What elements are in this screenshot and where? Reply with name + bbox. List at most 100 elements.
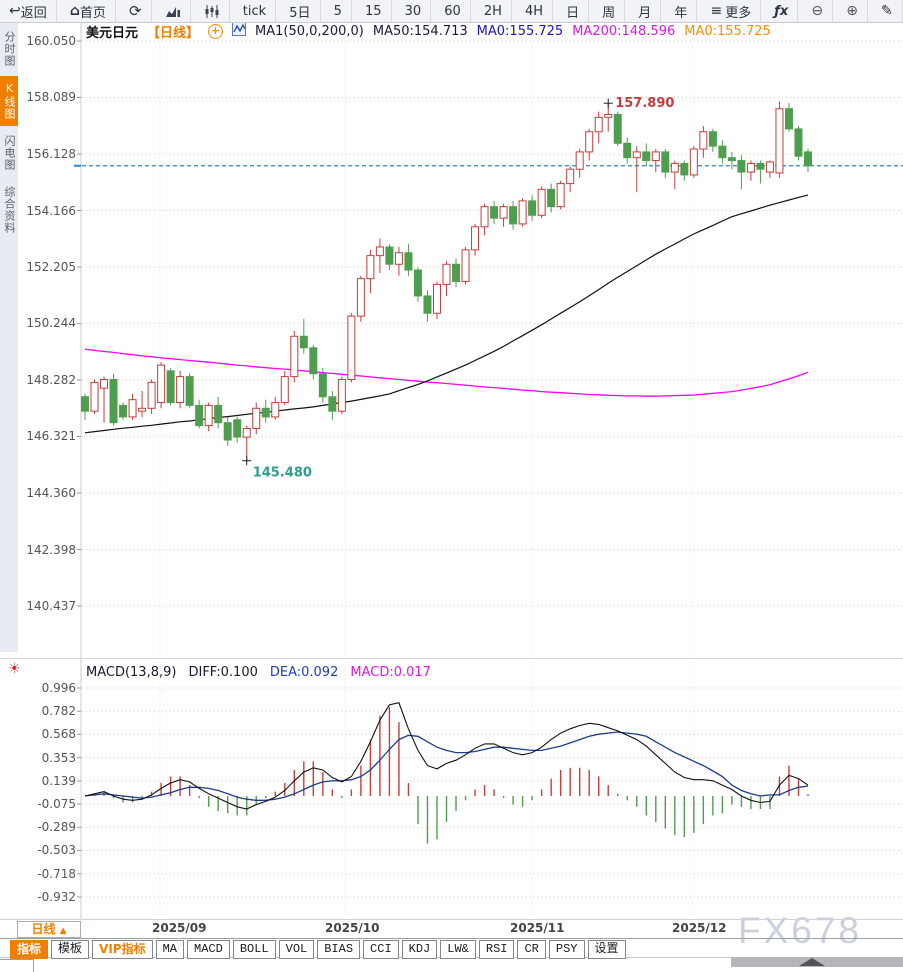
toolbar-fx-button[interactable]: ƒx [765, 0, 799, 22]
toolbar-m60-button[interactable]: 60 [435, 0, 471, 22]
dea-value: DEA:0.092 [269, 664, 339, 680]
ma0-blue-value: MA0:155.725 [476, 23, 564, 39]
indicator-tab-LW&[interactable]: LW& [440, 940, 476, 959]
toolbar-home-label: 首页 [79, 5, 106, 21]
value-axis-label: 0.353 [41, 750, 76, 765]
toolbar-tick-button[interactable]: tick [234, 0, 277, 22]
indicator-tab-MA[interactable]: MA [155, 940, 184, 959]
toolbar-month-button[interactable]: 月 [629, 0, 662, 22]
toolbar-year-button[interactable]: 年 [665, 0, 698, 22]
sidebar-item-2[interactable]: K线图 [0, 76, 18, 126]
toolbar-candlestick-button[interactable] [195, 0, 230, 22]
toolbar-zoom-in-button[interactable]: ⊕ [837, 0, 868, 22]
value-axis-label: 146.321 [26, 429, 76, 444]
toolbar-day-label: 日 [566, 5, 580, 21]
value-axis-label: 148.282 [26, 373, 76, 387]
ma200-value: MA200:148.596 [572, 23, 676, 39]
symbol-name: 美元日元 [86, 25, 139, 41]
macd-legend: MACD(13,8,9) DIFF:0.100 DEA:0.092 MACD:0… [86, 664, 431, 680]
value-axis-label: 158.089 [26, 90, 76, 105]
toolbar-day-button[interactable]: 日 [557, 0, 590, 22]
macd-value: MACD:0.017 [350, 664, 431, 680]
indicator-tab-设置[interactable]: 设置 [587, 940, 626, 959]
indicator-tab-PSY[interactable]: PSY [548, 940, 585, 959]
time-axis-label: 2025/12 [672, 921, 727, 935]
indicator-tab-MACD[interactable]: MACD [187, 940, 230, 959]
toolbar-h4-button[interactable]: 4H [516, 0, 553, 22]
time-axis-label: 2025/09 [152, 921, 207, 935]
zoom-in-icon: ⊕ [846, 3, 858, 19]
toolbar-m30-label: 30 [404, 3, 422, 19]
toolbar-m5-button[interactable]: 5 [325, 0, 352, 22]
ma50-value: MA50:154.713 [372, 23, 468, 39]
sidebar-item-4[interactable]: 综合资料 [3, 186, 16, 234]
indicator-tabs: 指标 模板 VIP指标 MA MACD BOLL VOL BIAS CCI KDJ LW& RSI CR… [10, 940, 626, 959]
chevron-up-icon: ▲ [59, 926, 67, 936]
value-axis-label: 150.244 [26, 316, 76, 331]
toolbar-year-label: 年 [674, 5, 688, 21]
macd-params-label: MACD(13,8,9) [86, 664, 177, 680]
toolbar-zoom-out-button[interactable]: ⊖ [802, 0, 834, 22]
macd-panel-settings-icon[interactable]: ☀ [8, 661, 21, 677]
toolbar-more-label: 更多 [725, 5, 752, 21]
indicator-preview-icon[interactable] [232, 22, 247, 40]
toolbar-m60-label: 60 [444, 3, 461, 19]
toolbar-h2-button[interactable]: 2H [475, 0, 512, 22]
sidebar-item-3[interactable]: 闪电图 [3, 135, 16, 171]
macd-histogram-group [93, 707, 809, 844]
toolbar-m15-button[interactable]: 15 [356, 0, 392, 22]
value-axis-label: -0.289 [37, 820, 76, 835]
pencil-icon: ✎ [881, 3, 893, 19]
svg-text:145.480: 145.480 [253, 466, 312, 481]
toolbar-5d-button[interactable]: 5日 [280, 0, 321, 22]
value-axis-label: 152.205 [26, 259, 76, 274]
indicator-tab-模板[interactable]: 模板 [51, 940, 90, 959]
period-selector-label: 日线 [31, 922, 56, 936]
toolbar-back-button[interactable]: ↩ 返回 [0, 0, 57, 22]
menu-icon: ≡ [710, 3, 723, 19]
toolbar-m30-button[interactable]: 30 [396, 0, 432, 22]
back-arrow-icon: ↩ [9, 3, 21, 19]
indicator-tab-CR[interactable]: CR [517, 940, 546, 959]
chart-type-sidebar: 分时图 K线图闪电图综合资料 [0, 22, 18, 652]
toolbar-more-button[interactable]: ≡ 更多 [701, 0, 762, 22]
top-toolbar: ↩ 返回 ⌂ 首页 ⟳ tick 5日 5 15 30 60 2H 4H 日周月年 ≡ 更多 ƒx ⊖ ⊕ ✎ [0, 0, 903, 23]
panel-expand-handle[interactable] [731, 957, 903, 967]
area-chart-icon [165, 6, 180, 17]
refresh-icon: ⟳ [128, 1, 142, 20]
toolbar-week-button[interactable]: 周 [593, 0, 626, 22]
value-axis-label: 142.398 [26, 542, 76, 557]
toolbar-m15-label: 15 [364, 3, 382, 19]
value-axis-label: 154.166 [26, 203, 76, 218]
indicator-tab-BIAS[interactable]: BIAS [317, 940, 361, 959]
toolbar-back-label: 返回 [20, 5, 47, 21]
value-axis-label: 0.782 [41, 704, 76, 719]
time-axis-label: 2025/11 [510, 921, 565, 935]
toolbar-home-button[interactable]: ⌂ 首页 [61, 0, 116, 22]
indicator-tab-BOLL[interactable]: BOLL [232, 940, 276, 959]
toolbar-fx-label: ƒx [774, 3, 789, 19]
value-axis-label: 160.050 [26, 34, 76, 48]
toolbar-refresh-button[interactable]: ⟳ [120, 0, 152, 22]
indicator-tab-VIP指标[interactable]: VIP指标 [92, 940, 153, 959]
toolbar-draw-button[interactable]: ✎ [872, 0, 903, 22]
sidebar-item-1[interactable]: 分时图 [3, 31, 16, 67]
value-axis-label: -0.718 [37, 866, 76, 881]
toolbar-area-chart-button[interactable] [156, 0, 191, 22]
toolbar-m5-label: 5 [333, 3, 342, 19]
value-axis-label: -0.503 [37, 843, 76, 858]
indicator-tab-指标[interactable]: 指标 [10, 940, 49, 959]
add-symbol-icon[interactable]: + [208, 23, 224, 39]
toolbar-h4-label: 4H [524, 3, 543, 19]
indicator-tab-RSI[interactable]: RSI [478, 940, 515, 959]
period-selector[interactable]: 日线 ▲ [17, 921, 81, 938]
indicator-tab-VOL[interactable]: VOL [278, 940, 315, 959]
value-axis-label: 140.437 [26, 599, 76, 613]
indicator-tab-KDJ[interactable]: KDJ [401, 940, 438, 959]
indicator-tab-CCI[interactable]: CCI [363, 940, 399, 959]
value-axis-label: 144.360 [26, 485, 76, 500]
period-label: 【日线】 [147, 25, 200, 41]
zoom-out-icon: ⊖ [811, 3, 824, 19]
